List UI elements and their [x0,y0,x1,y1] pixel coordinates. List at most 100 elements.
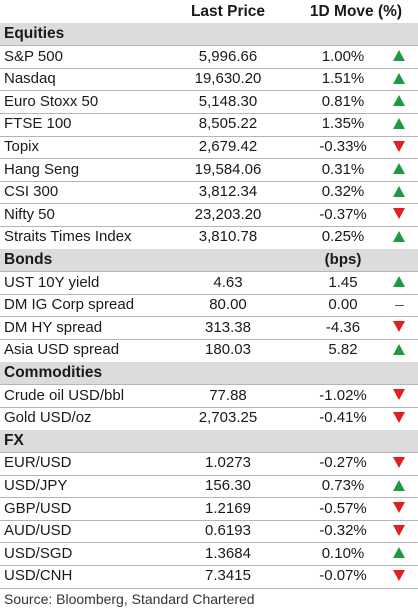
up-triangle-icon [393,547,405,559]
down-triangle-icon [393,569,405,581]
up-triangle-icon [393,230,405,242]
up-triangle-icon [393,276,405,288]
daily-move: -0.27% [319,454,367,472]
daily-move: 0.32% [321,183,365,201]
last-price-header: Last Price [190,3,266,20]
instrument-name: Nifty 50 [4,205,55,223]
direction-indicator [388,407,410,429]
table-row: Gold USD/oz 2,703.25 -0.41% [0,407,418,429]
table-row: GBP/USD 1.2169 -0.57% [0,498,418,520]
section-unit: (bps) [324,251,362,268]
row-divider [0,474,418,476]
direction-indicator [388,226,410,248]
table-row: DM IG Corp spread 80.00 0.00 [0,294,418,316]
last-price: 2,703.25 [198,409,258,427]
direction-indicator [388,113,410,135]
daily-move: 0.00 [328,296,358,314]
instrument-name: USD/JPY [4,477,68,494]
last-price: 80.00 [209,296,247,314]
instrument-name: Topix [4,138,40,155]
last-price: 1.0273 [205,454,251,472]
daily-move: 1.35% [321,115,365,133]
table-row: Asia USD spread 180.03 5.82 [0,339,418,361]
table-row: CSI 300 3,812.34 0.32% [0,181,418,203]
last-price: 1.2169 [205,499,251,517]
down-triangle-icon [393,140,405,152]
down-triangle-icon [393,208,405,220]
last-price: 180.03 [205,341,251,359]
up-triangle-icon [393,185,405,197]
last-price: 2,679.42 [198,138,258,155]
instrument-name: S&P 500 [4,47,63,65]
last-price: 23,203.20 [194,205,262,223]
row-divider [0,564,418,566]
daily-move-header: 1D Move (%) [309,3,403,20]
table-row: Euro Stoxx 50 5,148.30 0.81% [0,91,418,113]
row-divider [0,90,418,92]
daily-move: 0.73% [321,477,365,494]
section-header: Equities [0,23,418,45]
daily-move: 1.00% [321,47,365,65]
down-triangle-icon [393,502,405,514]
table-row: USD/SGD 1.3684 0.10% [0,543,418,565]
direction-indicator [388,136,410,158]
table-row: Topix 2,679.42 -0.33% [0,136,418,158]
table-row: EUR/USD 1.0273 -0.27% [0,452,418,474]
daily-move: 1.45 [328,273,358,291]
section-title: Commodities [4,364,103,381]
instrument-name: CSI 300 [4,183,59,201]
last-price: 3,812.34 [198,183,258,201]
last-price: 3,810.78 [198,228,258,246]
last-price: 156.30 [205,477,251,494]
row-divider [0,293,418,295]
instrument-name: Hang Seng [4,160,80,178]
direction-indicator [388,159,410,181]
section-header: FX [0,429,418,452]
section-header: Commodities [0,362,418,384]
direction-indicator [388,68,410,90]
daily-move: -0.57% [319,499,367,517]
row-divider [0,406,418,408]
instrument-name: Straits Times Index [4,228,132,246]
instrument-name: AUD/USD [4,522,72,540]
section-header: Bonds (bps) [0,249,418,271]
direction-indicator [388,452,410,474]
instrument-name: EUR/USD [4,454,72,472]
row-divider [0,271,418,273]
row-divider [0,135,418,137]
daily-move: 0.81% [321,92,365,110]
row-divider [0,45,418,47]
daily-move: -1.02% [319,386,367,404]
direction-indicator [388,272,410,294]
last-price: 8,505.22 [198,115,258,133]
row-divider [0,542,418,544]
direction-indicator [388,543,410,565]
last-price: 5,996.66 [198,47,258,65]
down-triangle-icon [393,456,405,468]
direction-indicator [388,475,410,497]
section-title: FX [4,431,24,449]
table-row: Nasdaq 19,630.20 1.51% [0,68,418,90]
daily-move: -0.33% [319,138,367,155]
direction-indicator [388,498,410,520]
instrument-name: UST 10Y yield [4,273,100,291]
daily-move: 1.51% [321,70,365,88]
daily-move: 0.10% [321,544,365,562]
direction-indicator [388,91,410,113]
table-row: UST 10Y yield 4.63 1.45 [0,272,418,294]
instrument-name: Crude oil USD/bbl [4,386,125,404]
direction-indicator [388,339,410,361]
daily-move: -0.37% [319,205,367,223]
table-header: Last Price 1D Move (%) [0,1,418,23]
up-triangle-icon [393,95,405,107]
daily-move: -0.07% [319,567,367,585]
instrument-name: Gold USD/oz [4,409,92,427]
last-price: 4.63 [213,273,243,291]
last-price: 1.3684 [205,544,251,562]
instrument-name: DM IG Corp spread [4,296,135,314]
direction-indicator [388,294,410,316]
instrument-name: Nasdaq [4,70,56,88]
row-divider [0,180,418,182]
row-divider [0,112,418,114]
direction-indicator [388,317,410,339]
